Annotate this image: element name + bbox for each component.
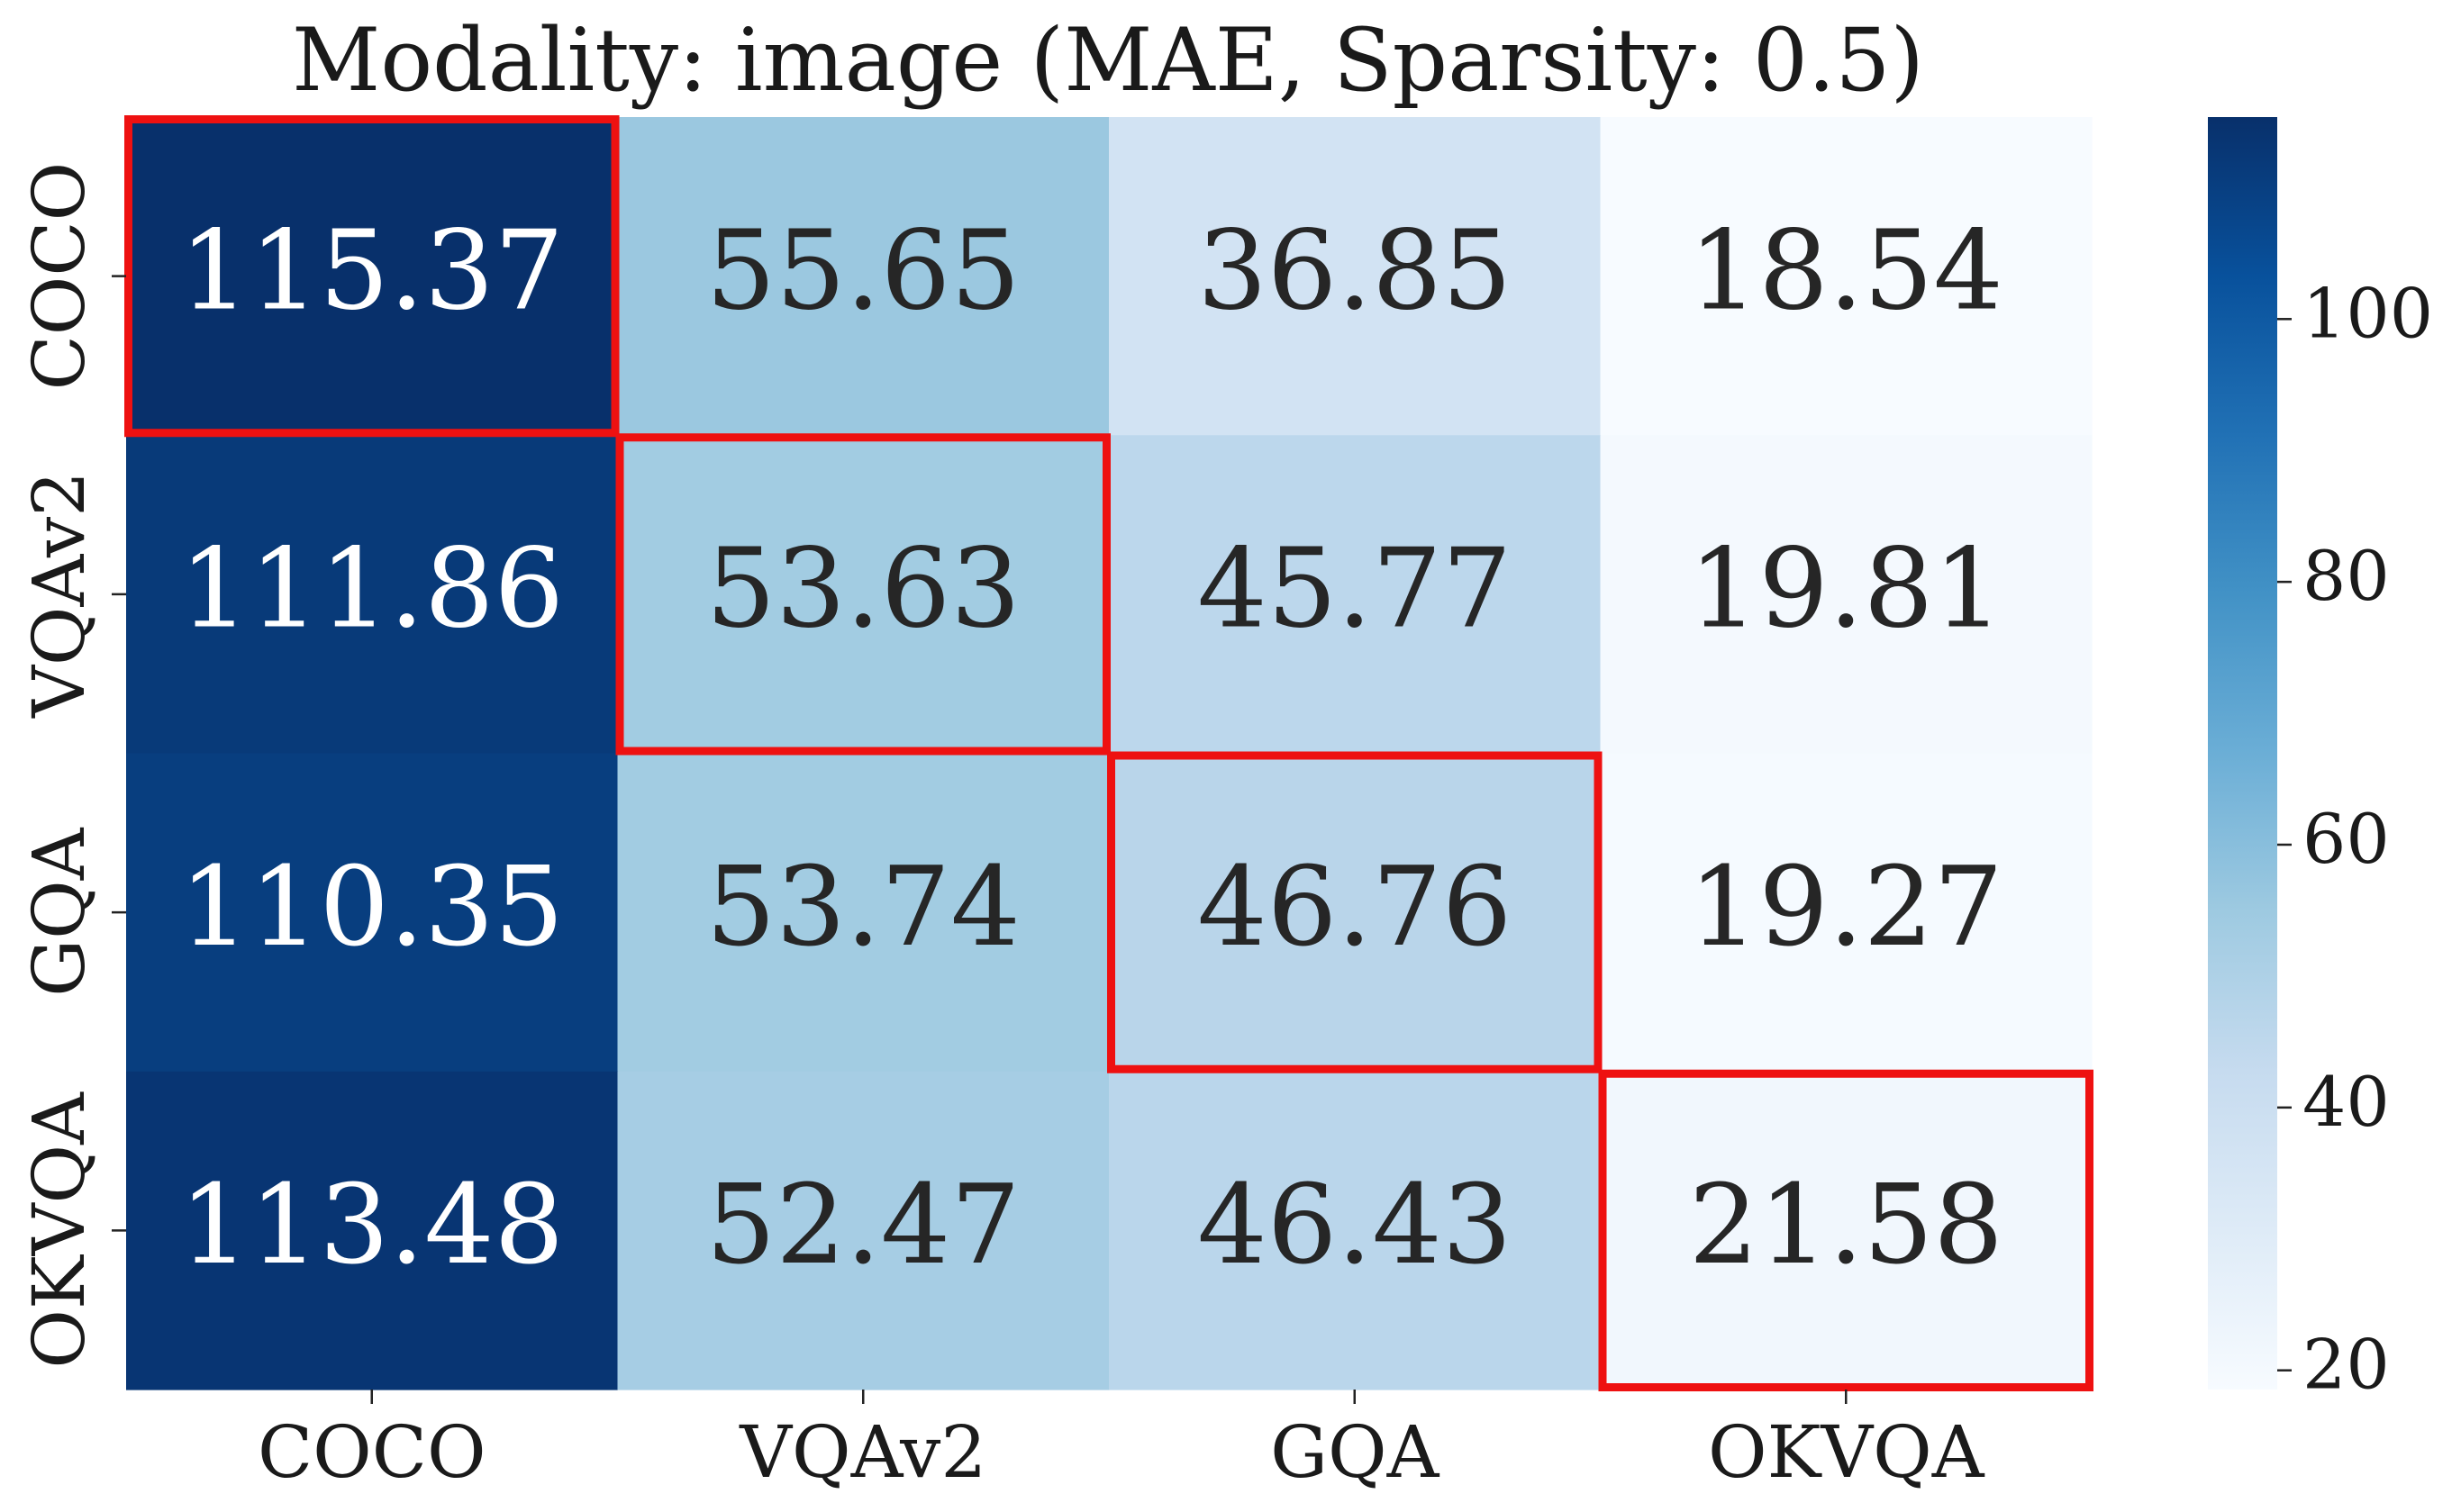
- colorbar-tick-label: 100: [2302, 273, 2433, 353]
- colorbar-tick-label: 20: [2302, 1325, 2390, 1405]
- colorbar-tick-label: 40: [2302, 1062, 2390, 1142]
- x-axis: COCO VQAv2 GQA OKVQA: [258, 1390, 1985, 1494]
- cell-value-label: 115.37: [179, 206, 564, 334]
- cell-value-label: 36.85: [1197, 206, 1512, 334]
- colorbar-tick-label: 60: [2302, 799, 2390, 879]
- chart-title: Modality: image (MAE, Sparsity: 0.5): [292, 10, 1924, 111]
- heatmap-cell: [1600, 435, 2093, 755]
- cell-value-label: 18.54: [1689, 206, 2003, 334]
- heatmap-cell-labels: 115.37 55.65 36.85 18.54 111.86 53.63 45.77 19.…: [179, 206, 2003, 1289]
- cell-value-label: 53.74: [706, 843, 1021, 971]
- heatmap-cell: [1109, 753, 1602, 1073]
- colorbar: 20 40 60 80 100: [2208, 117, 2433, 1405]
- cell-value-label: 46.76: [1197, 843, 1512, 971]
- cell-value-label: 19.27: [1689, 843, 2003, 971]
- cell-value-label: 52.47: [706, 1161, 1021, 1289]
- cell-value-label: 113.48: [179, 1161, 564, 1289]
- cell-value-label: 46.43: [1197, 1161, 1512, 1289]
- x-tick-label: COCO: [258, 1410, 486, 1494]
- diagonal-highlight-box: [615, 433, 1111, 756]
- cell-value-label: 110.35: [179, 843, 564, 971]
- colorbar-tick-label: 80: [2302, 536, 2390, 616]
- diagonal-highlight-box: [124, 115, 620, 438]
- cell-value-label: 19.81: [1689, 525, 2003, 653]
- heatmap-cell: [1600, 753, 2093, 1073]
- y-tick-label: COCO: [17, 162, 101, 391]
- heatmap-cell: [126, 117, 619, 436]
- heatmap-cells: [126, 117, 2093, 1390]
- cell-value-label: 55.65: [706, 206, 1021, 334]
- cell-value-label: 21.58: [1689, 1161, 2003, 1289]
- colorbar-gradient: [2208, 117, 2277, 1390]
- heatmap-cell: [1600, 1071, 2093, 1390]
- heatmap-cell: [1109, 117, 1602, 436]
- y-tick-label: OKVQA: [17, 1091, 101, 1369]
- colorbar-ticks: 20 40 60 80 100: [2277, 273, 2433, 1405]
- heatmap-cell: [126, 435, 619, 755]
- x-tick-label: VQAv2: [739, 1410, 986, 1494]
- heatmap-cell: [617, 117, 1110, 436]
- heatmap-cell: [126, 1071, 619, 1390]
- y-tick-label: VQAv2: [17, 471, 101, 719]
- diagonal-highlight-box: [1598, 1069, 2093, 1391]
- diagonal-highlight-box: [1107, 751, 1603, 1073]
- heatmap-cell: [1600, 117, 2093, 436]
- cell-value-label: 53.63: [706, 525, 1021, 653]
- y-tick-label: GQA: [17, 827, 101, 996]
- cell-value-label: 45.77: [1197, 525, 1512, 653]
- diagonal-highlights: [124, 115, 2093, 1391]
- heatmap-cell: [617, 753, 1110, 1073]
- heatmap-cell: [126, 753, 619, 1073]
- x-tick-label: GQA: [1270, 1410, 1439, 1494]
- heatmap-cell: [617, 1071, 1110, 1390]
- heatmap-cell: [1109, 1071, 1602, 1390]
- heatmap-cell: [1109, 435, 1602, 755]
- y-axis: COCO VQAv2 GQA OKVQA: [17, 162, 126, 1369]
- cell-value-label: 111.86: [179, 525, 564, 653]
- x-tick-label: OKVQA: [1708, 1410, 1985, 1494]
- heatmap-cell: [617, 435, 1110, 755]
